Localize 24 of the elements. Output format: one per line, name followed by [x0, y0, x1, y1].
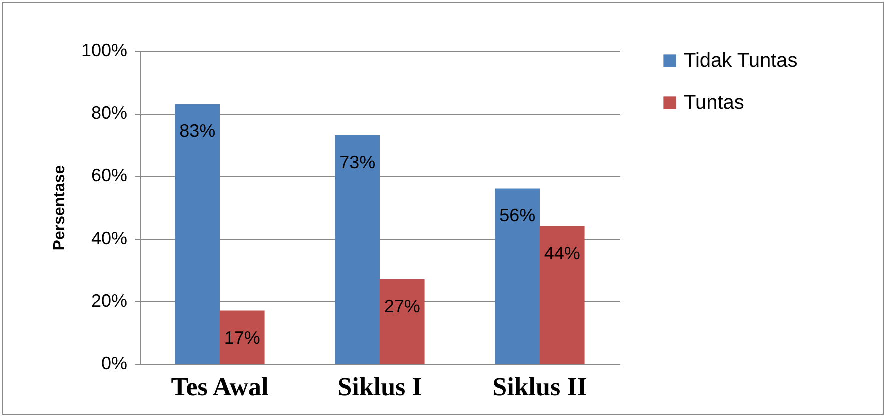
y-axis-title: Persentase [51, 165, 68, 251]
y-tick-label: 80% [91, 103, 128, 124]
data-label: 83% [180, 121, 216, 142]
y-tick-label: 40% [91, 228, 128, 248]
y-tick-label: 100% [81, 40, 128, 60]
bar [175, 104, 220, 364]
data-label: 73% [340, 152, 376, 173]
legend-label: Tuntas [684, 92, 744, 114]
x-tick-label: Siklus II [492, 372, 588, 402]
y-tick-label: 0% [101, 354, 128, 374]
bar [380, 279, 425, 364]
data-label: 44% [544, 243, 580, 264]
y-tick-label: 60% [91, 166, 128, 186]
bar [220, 310, 265, 364]
x-tick-label: Siklus I [338, 372, 422, 402]
bar [495, 188, 540, 364]
legend-label: Tidak Tuntas [684, 50, 798, 72]
bar [540, 226, 585, 364]
y-tick-label: 20% [91, 290, 128, 311]
data-label: 17% [224, 328, 260, 348]
data-label: 56% [500, 206, 536, 226]
bar [335, 136, 380, 364]
x-tick-label: Tes Awal [171, 372, 269, 402]
data-label: 27% [384, 296, 420, 316]
